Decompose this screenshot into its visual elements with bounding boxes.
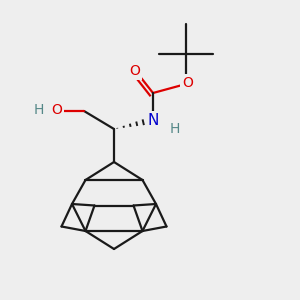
Text: O: O [182, 76, 193, 90]
Text: N: N [148, 113, 159, 128]
Text: O: O [130, 64, 140, 78]
Text: O: O [52, 103, 62, 117]
Text: H: H [170, 122, 180, 136]
Text: H: H [34, 103, 44, 117]
